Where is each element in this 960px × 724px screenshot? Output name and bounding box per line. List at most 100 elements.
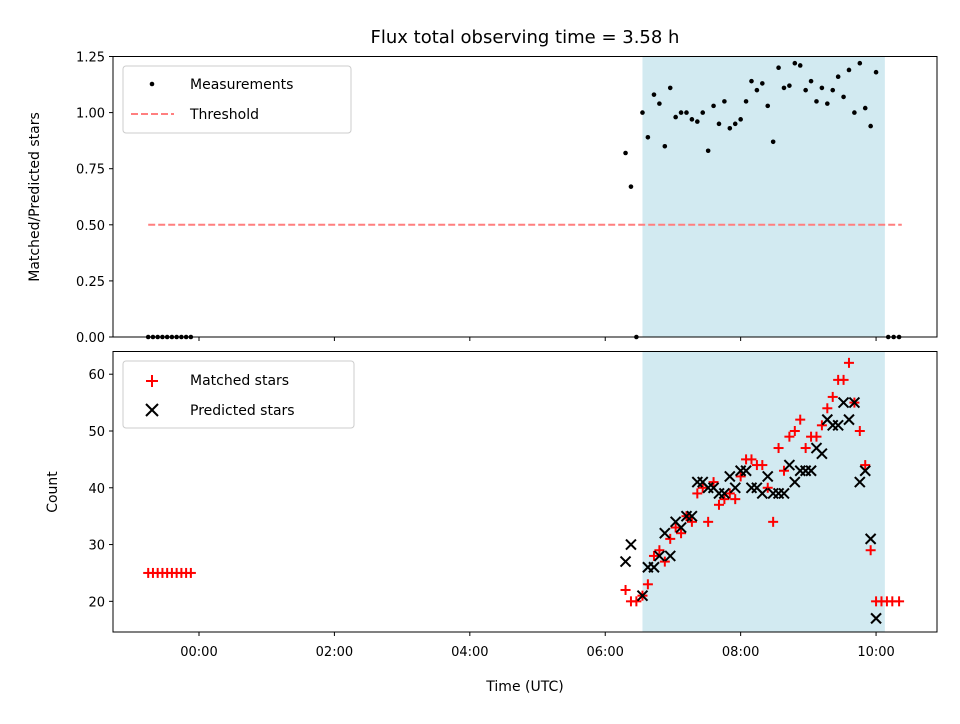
matched-star-point <box>768 516 779 527</box>
measurement-point <box>841 94 846 100</box>
matched-star-point <box>730 494 741 505</box>
matched-star-point <box>631 596 642 607</box>
predicted-star-point <box>636 589 649 602</box>
measurement-point <box>722 99 727 104</box>
legend-matched-label: Matched stars <box>190 373 289 389</box>
matched-star-point <box>860 460 871 471</box>
matched-star-point <box>854 425 865 436</box>
top-ytick-label: 0.00 <box>76 331 105 346</box>
legend-matched-marker <box>146 375 158 387</box>
bot-ytick-label: 20 <box>88 595 105 610</box>
legend-predicted-marker <box>145 403 159 417</box>
measurement-point <box>662 143 668 149</box>
bottom-legend: Matched stars Predicted stars <box>122 360 355 429</box>
measurement-point <box>803 87 808 93</box>
predicted-star-point <box>805 465 817 477</box>
predicted-star-point <box>686 510 698 522</box>
xtick-label: 08:00 <box>722 645 759 660</box>
measurement-point <box>765 103 771 109</box>
xtick-label: 02:00 <box>316 645 353 660</box>
predicted-star-point <box>816 447 828 460</box>
measurement-point <box>825 101 830 106</box>
matched-star-point <box>676 528 687 539</box>
matched-star-point <box>708 477 719 488</box>
bottom-legend-box <box>122 360 355 429</box>
measurement-point <box>743 99 749 104</box>
measurement-point <box>732 121 738 127</box>
legend-predicted-label: Predicted stars <box>190 403 295 419</box>
predicted-star-point <box>653 550 666 562</box>
measurement-point <box>781 85 787 91</box>
top-ytick-label: 0.50 <box>76 219 105 234</box>
matched-star-point <box>713 499 724 510</box>
predicted-star-point <box>789 476 801 488</box>
matched-star-point <box>816 420 827 431</box>
predicted-star-point <box>864 533 877 545</box>
matched-star-point <box>719 494 730 505</box>
predicted-star-point <box>762 470 774 483</box>
measurement-point <box>835 74 841 79</box>
top-legend: Measurements Threshold <box>122 65 352 134</box>
measurement-point <box>716 121 722 127</box>
predicted-star-point <box>648 561 660 573</box>
xtick-label: 10:00 <box>857 645 894 660</box>
measurement-point <box>700 110 706 115</box>
predicted-star-point <box>837 396 850 409</box>
matched-star-point <box>620 584 631 595</box>
measurement-point <box>797 63 803 68</box>
top-ytick-label: 1.25 <box>76 51 105 66</box>
measurement-point <box>830 87 836 93</box>
measurement-point <box>792 60 798 66</box>
matched-star-point <box>659 556 670 567</box>
measurement-point <box>689 117 695 122</box>
matched-star-point <box>185 567 196 578</box>
predicted-star-point <box>729 482 741 494</box>
measurement-point <box>678 110 684 115</box>
predicted-star-point <box>843 413 855 426</box>
predicted-star-point <box>659 527 671 539</box>
measurement-point <box>623 150 628 156</box>
matched-star-point <box>692 488 703 499</box>
legend-measurements-label: Measurements <box>190 77 293 93</box>
measurement-point <box>705 148 711 154</box>
xtick-label: 04:00 <box>451 645 488 660</box>
measurement-point <box>819 85 825 91</box>
measurement-point <box>667 85 673 91</box>
measurement-point <box>628 184 634 189</box>
measurement-point <box>651 92 657 97</box>
bot-ytick-label: 50 <box>88 425 105 440</box>
measurement-point <box>846 67 852 73</box>
predicted-star-point <box>832 419 844 432</box>
measurement-point <box>852 110 857 115</box>
predicted-star-point <box>619 555 632 568</box>
matched-star-point <box>843 357 854 368</box>
matched-star-point <box>703 516 714 527</box>
predicted-star-point <box>625 538 637 551</box>
measurement-point <box>808 78 814 84</box>
matched-star-point <box>784 431 795 442</box>
top-ytick-label: 1.00 <box>76 107 105 122</box>
measurement-point <box>749 78 754 84</box>
top-legend-box <box>122 65 352 134</box>
matched-star-point <box>654 545 665 556</box>
matched-star-point <box>827 391 838 402</box>
measurement-point <box>645 134 651 140</box>
predicted-star-point <box>724 470 736 483</box>
bottom-axes-frame <box>112 351 938 633</box>
chart-title: Flux total observing time = 3.58 h <box>371 27 680 48</box>
matched-star-point <box>773 443 784 454</box>
predicted-star-point <box>675 521 687 534</box>
matched-star-point <box>697 482 708 493</box>
measurement-point <box>673 114 678 120</box>
top-observing-span <box>642 56 885 337</box>
bot-ytick-label: 60 <box>88 368 105 383</box>
bottom-panel: 20 30 40 50 60 00:00 02:00 04:00 06:00 08:00 10:0… <box>45 351 938 695</box>
measurement-point <box>640 110 645 115</box>
predicted-star-point <box>756 487 769 500</box>
measurement-point <box>776 65 781 71</box>
measurement-point <box>684 110 689 115</box>
xtick-label: 06:00 <box>586 645 623 660</box>
matched-star-point <box>778 465 789 476</box>
predicted-star-point <box>778 487 790 500</box>
top-ytick-label: 0.75 <box>76 163 105 178</box>
